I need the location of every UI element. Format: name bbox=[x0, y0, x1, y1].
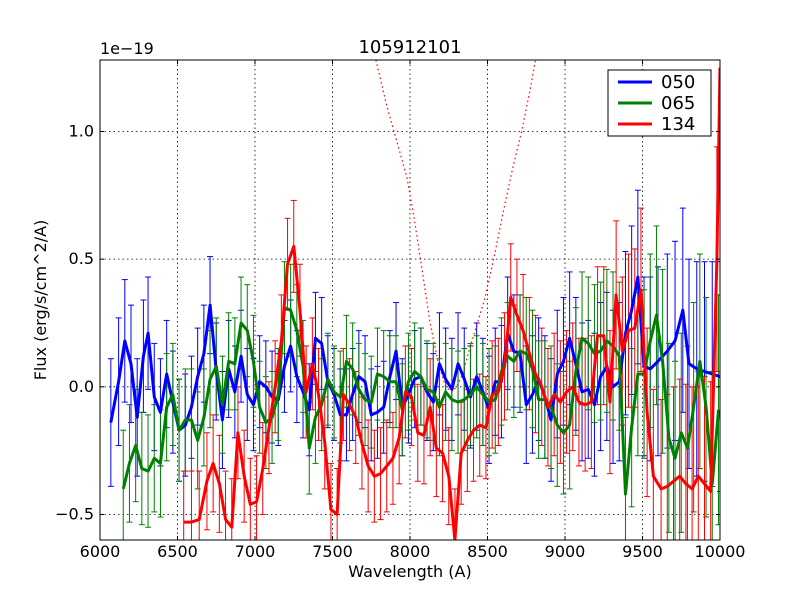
x-tick-label: 8500 bbox=[467, 542, 508, 561]
series-line-065 bbox=[121, 306, 720, 496]
series-layer bbox=[107, 60, 720, 540]
y-axis-label: Flux (erg/s/cm^2/A) bbox=[31, 220, 50, 381]
series-line-134 bbox=[183, 67, 720, 540]
x-tick-label: 9500 bbox=[622, 542, 663, 561]
x-tick-label: 7500 bbox=[312, 542, 353, 561]
y-tick-label: 1.0 bbox=[69, 121, 94, 140]
x-tick-label: 7000 bbox=[235, 542, 276, 561]
x-tick-label: 9000 bbox=[545, 542, 586, 561]
x-tick-label: 10000 bbox=[695, 542, 746, 561]
legend-label-134: 134 bbox=[661, 114, 695, 135]
legend-label-065: 065 bbox=[661, 93, 695, 114]
legend: 050 065 134 bbox=[607, 69, 712, 137]
y-tick-label: 0.5 bbox=[69, 249, 94, 268]
y-tick-label: −0.5 bbox=[55, 504, 94, 523]
chart-title: 105912101 bbox=[358, 37, 461, 58]
x-axis-label: Wavelength (A) bbox=[348, 562, 471, 581]
x-tick-label: 6000 bbox=[80, 542, 121, 561]
legend-label-050: 050 bbox=[661, 72, 695, 93]
y-offset-text: 1e−19 bbox=[100, 39, 154, 58]
x-tick-label: 8000 bbox=[390, 542, 431, 561]
axis-ticks: 6000 6500 7000 7500 8000 8500 9000 9500 10000 −0.… bbox=[55, 60, 745, 561]
y-tick-label: 0.0 bbox=[69, 377, 94, 396]
reference-curve bbox=[375, 60, 537, 393]
x-tick-label: 6500 bbox=[157, 542, 198, 561]
